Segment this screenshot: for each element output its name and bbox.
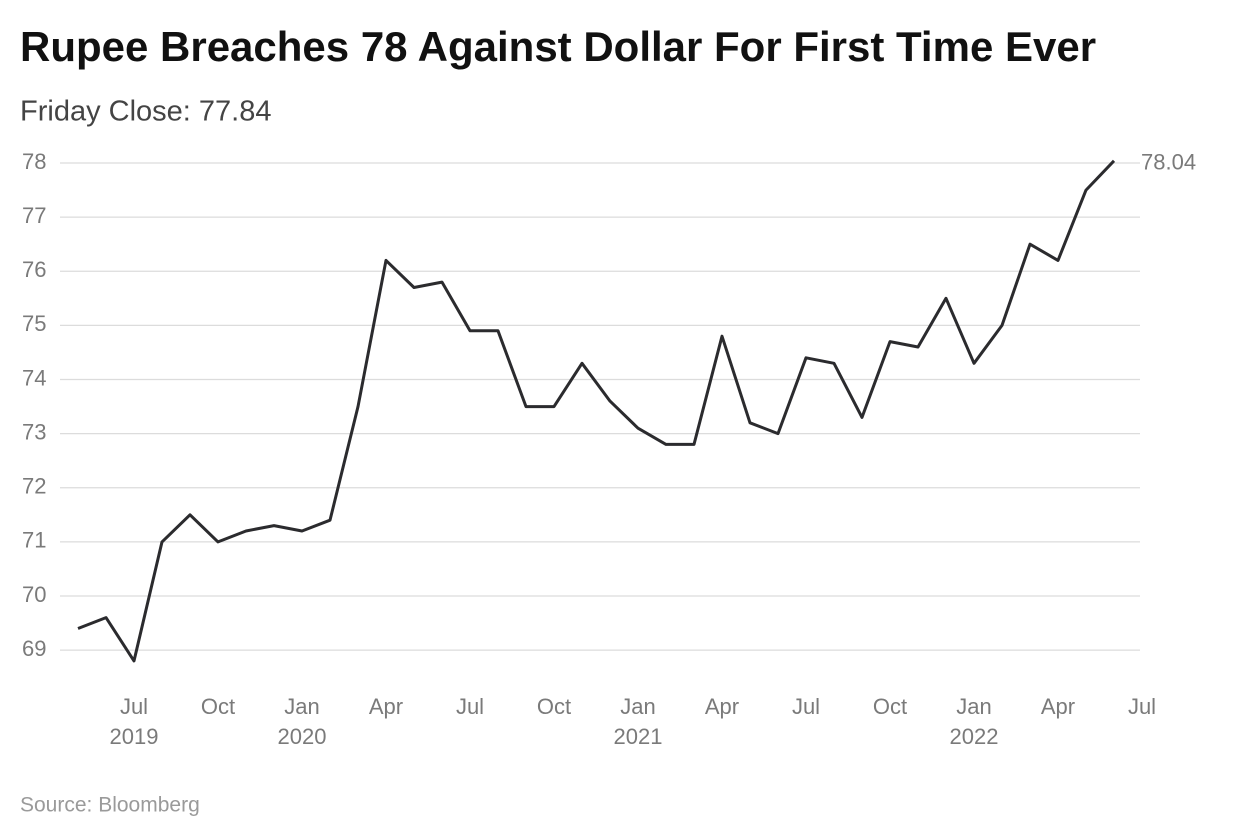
x-tick-label: Oct	[201, 694, 235, 719]
x-tick-label: Jan	[956, 694, 991, 719]
end-value-label: 78.04	[1141, 150, 1196, 175]
line	[77, 159, 1116, 663]
y-tick-label: 70	[22, 582, 46, 607]
x-tick-label: Jul	[1128, 694, 1156, 719]
x-tick-label: Oct	[537, 694, 571, 719]
source: Source: Bloomberg	[20, 794, 200, 817]
x-tick-label: Jul	[792, 694, 820, 719]
x-year-label: 2021	[614, 724, 663, 749]
x-year-label: 2020	[278, 724, 327, 749]
y-tick-label: 71	[22, 528, 46, 553]
x-tick-label: Apr	[369, 694, 403, 719]
y-tick-label: 69	[22, 636, 46, 661]
y-tick-label: 73	[22, 419, 46, 444]
chart-subtitle: Friday Close: 77.84	[20, 96, 271, 128]
y-tick-label: 78	[22, 149, 46, 174]
x-tick-label: Jul	[120, 694, 148, 719]
y-tick-label: 72	[22, 474, 46, 499]
x-tick-label: Jul	[456, 694, 484, 719]
y-tick-label: 77	[22, 203, 46, 228]
y-tick-label: 74	[22, 365, 46, 390]
y-tick-label: 76	[22, 257, 46, 282]
x-year-label: 2019	[110, 724, 159, 749]
x-tick-label: Jan	[284, 694, 319, 719]
x-tick-label: Apr	[1041, 694, 1075, 719]
chart-title: Rupee Breaches 78 Against Dollar For Fir…	[20, 23, 1096, 70]
x-tick-label: Apr	[705, 694, 739, 719]
x-year-label: 2022	[950, 724, 999, 749]
x-tick-label: Jan	[620, 694, 655, 719]
y-tick-label: 75	[22, 311, 46, 336]
x-tick-label: Oct	[873, 694, 907, 719]
